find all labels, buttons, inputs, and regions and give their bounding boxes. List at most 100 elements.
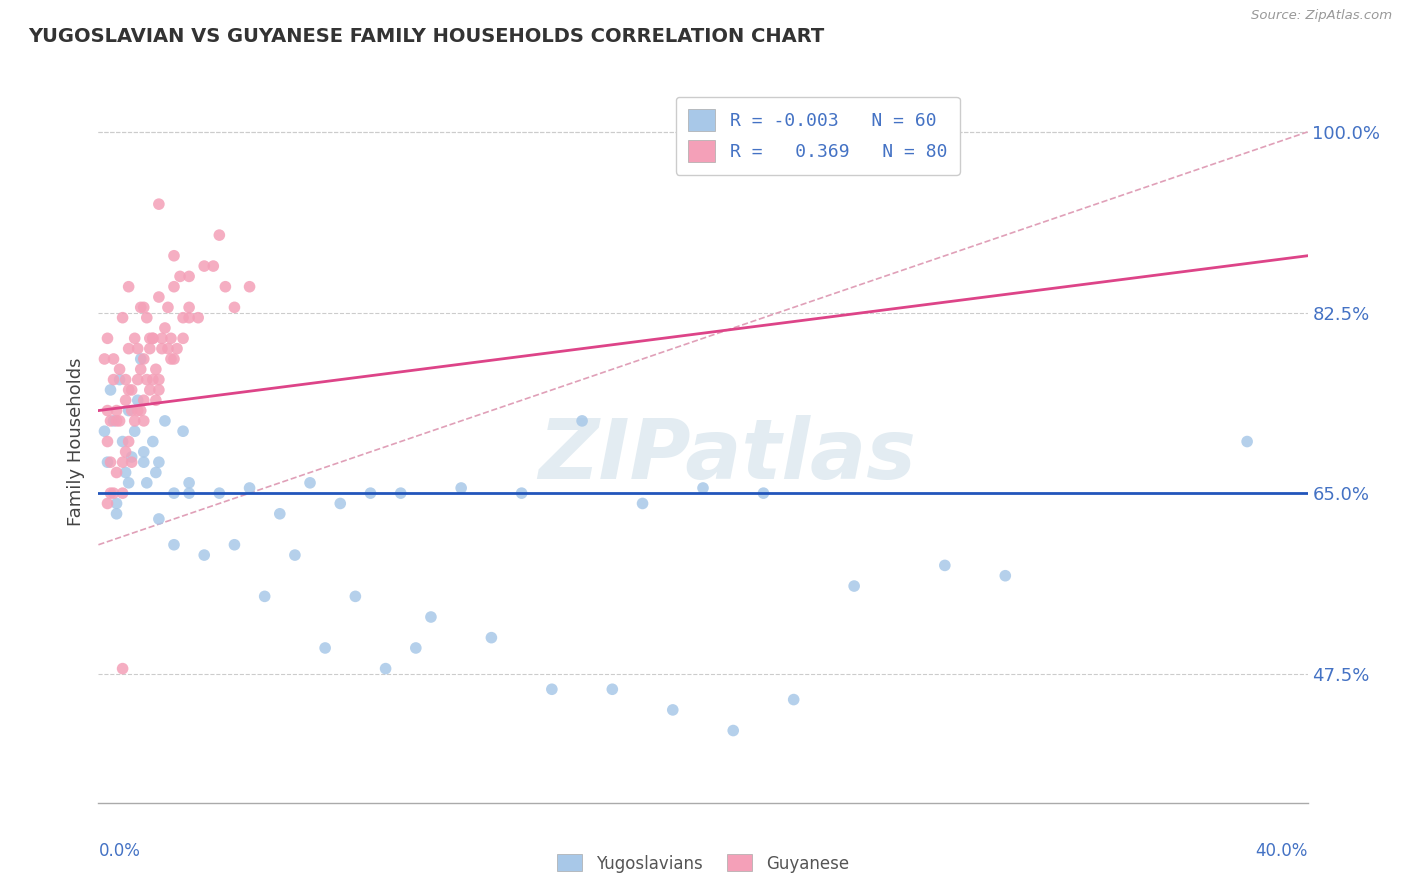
Point xyxy=(139,342,162,356)
Point xyxy=(129,362,152,376)
Point xyxy=(100,486,122,500)
Point xyxy=(124,414,146,428)
Point xyxy=(105,403,128,417)
Point xyxy=(405,640,427,655)
Point xyxy=(118,279,141,293)
Point xyxy=(193,548,215,562)
Point xyxy=(129,351,152,366)
Point xyxy=(344,590,367,604)
Point xyxy=(160,331,183,345)
Point xyxy=(114,466,136,480)
Point xyxy=(96,403,118,417)
Point xyxy=(783,692,806,706)
Point xyxy=(148,383,170,397)
Point xyxy=(114,445,136,459)
Point xyxy=(172,331,194,345)
Point xyxy=(844,579,866,593)
Point xyxy=(132,351,155,366)
Point xyxy=(163,351,186,366)
Point xyxy=(118,434,141,449)
Point xyxy=(127,403,149,417)
Point xyxy=(160,351,183,366)
Point xyxy=(118,403,141,417)
Point xyxy=(193,259,215,273)
Point xyxy=(124,331,146,345)
Point xyxy=(142,373,165,387)
Point xyxy=(111,455,134,469)
Text: YUGOSLAVIAN VS GUYANESE FAMILY HOUSEHOLDS CORRELATION CHART: YUGOSLAVIAN VS GUYANESE FAMILY HOUSEHOLD… xyxy=(28,27,824,45)
Point xyxy=(111,310,134,325)
Point xyxy=(374,662,396,676)
Point xyxy=(156,342,179,356)
Point xyxy=(132,393,155,408)
Point xyxy=(208,228,231,243)
Point xyxy=(269,507,291,521)
Legend: R = -0.003   N = 60, R =   0.369   N = 80: R = -0.003 N = 60, R = 0.369 N = 80 xyxy=(676,96,960,175)
Point xyxy=(389,486,412,500)
Point xyxy=(284,548,307,562)
Point xyxy=(124,424,146,438)
Point xyxy=(163,538,186,552)
Point xyxy=(132,445,155,459)
Point xyxy=(145,466,167,480)
Point xyxy=(139,331,162,345)
Point xyxy=(100,383,122,397)
Point xyxy=(142,331,165,345)
Legend: Yugoslavians, Guyanese: Yugoslavians, Guyanese xyxy=(551,847,855,880)
Point xyxy=(111,434,134,449)
Point xyxy=(994,568,1017,582)
Point xyxy=(179,269,201,284)
Point xyxy=(105,466,128,480)
Point xyxy=(118,342,141,356)
Point xyxy=(108,373,131,387)
Point xyxy=(481,631,503,645)
Point xyxy=(752,486,775,500)
Point xyxy=(179,301,201,315)
Point xyxy=(132,301,155,315)
Point xyxy=(148,455,170,469)
Point xyxy=(108,362,131,376)
Point xyxy=(139,383,162,397)
Point xyxy=(153,414,176,428)
Text: 40.0%: 40.0% xyxy=(1256,842,1308,860)
Point xyxy=(150,331,173,345)
Point xyxy=(360,486,382,500)
Point xyxy=(111,486,134,500)
Point xyxy=(571,414,593,428)
Point xyxy=(93,424,115,438)
Point xyxy=(100,414,122,428)
Point xyxy=(172,424,194,438)
Point xyxy=(172,310,194,325)
Point xyxy=(127,393,149,408)
Point xyxy=(179,310,201,325)
Point xyxy=(602,682,624,697)
Point xyxy=(105,507,128,521)
Point xyxy=(179,486,201,500)
Point xyxy=(692,481,714,495)
Point xyxy=(224,538,246,552)
Point xyxy=(148,197,170,211)
Point xyxy=(631,496,654,510)
Point xyxy=(96,434,118,449)
Point xyxy=(169,269,191,284)
Text: 0.0%: 0.0% xyxy=(98,842,141,860)
Point xyxy=(103,373,125,387)
Point xyxy=(510,486,533,500)
Point xyxy=(163,249,186,263)
Point xyxy=(142,434,165,449)
Point xyxy=(105,496,128,510)
Point xyxy=(135,373,157,387)
Point xyxy=(100,455,122,469)
Point xyxy=(1236,434,1258,449)
Point xyxy=(239,279,262,293)
Point xyxy=(450,481,472,495)
Text: ZIPatlas: ZIPatlas xyxy=(538,416,917,497)
Point xyxy=(214,279,236,293)
Point xyxy=(111,662,134,676)
Point xyxy=(253,590,276,604)
Point xyxy=(934,558,956,573)
Point xyxy=(163,279,186,293)
Point xyxy=(127,342,149,356)
Point xyxy=(150,342,173,356)
Point xyxy=(148,373,170,387)
